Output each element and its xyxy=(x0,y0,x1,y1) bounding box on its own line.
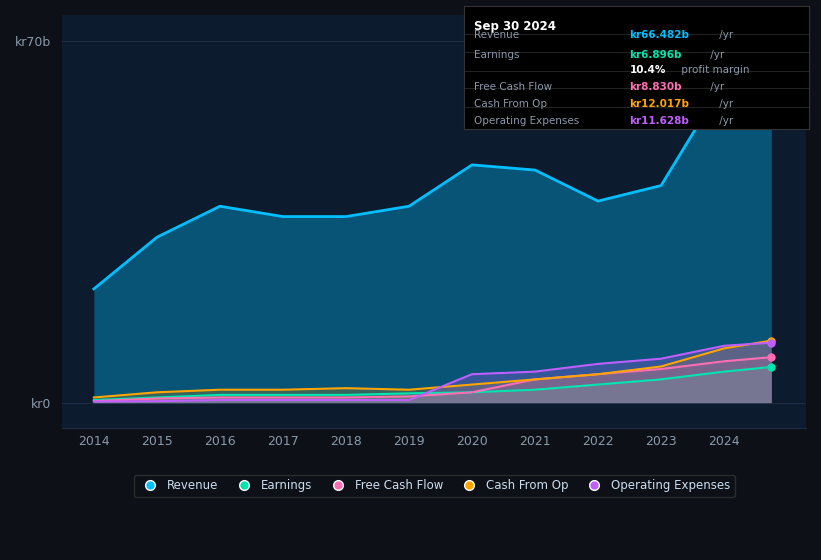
Text: kr6.896b: kr6.896b xyxy=(630,50,682,60)
Legend: Revenue, Earnings, Free Cash Flow, Cash From Op, Operating Expenses: Revenue, Earnings, Free Cash Flow, Cash … xyxy=(134,474,735,497)
Text: Operating Expenses: Operating Expenses xyxy=(475,116,580,127)
Text: Earnings: Earnings xyxy=(475,50,520,60)
Text: kr11.628b: kr11.628b xyxy=(630,116,690,127)
Text: Free Cash Flow: Free Cash Flow xyxy=(475,82,553,92)
Text: /yr: /yr xyxy=(707,82,724,92)
Text: /yr: /yr xyxy=(716,30,733,40)
Text: Revenue: Revenue xyxy=(475,30,520,40)
Text: kr12.017b: kr12.017b xyxy=(630,99,690,109)
Text: /yr: /yr xyxy=(716,116,733,127)
Text: kr66.482b: kr66.482b xyxy=(630,30,690,40)
Text: Cash From Op: Cash From Op xyxy=(475,99,548,109)
Text: Sep 30 2024: Sep 30 2024 xyxy=(475,20,556,34)
Text: /yr: /yr xyxy=(707,50,724,60)
Text: kr8.830b: kr8.830b xyxy=(630,82,682,92)
Text: /yr: /yr xyxy=(716,99,733,109)
Text: 10.4%: 10.4% xyxy=(630,64,666,74)
Text: profit margin: profit margin xyxy=(677,64,749,74)
